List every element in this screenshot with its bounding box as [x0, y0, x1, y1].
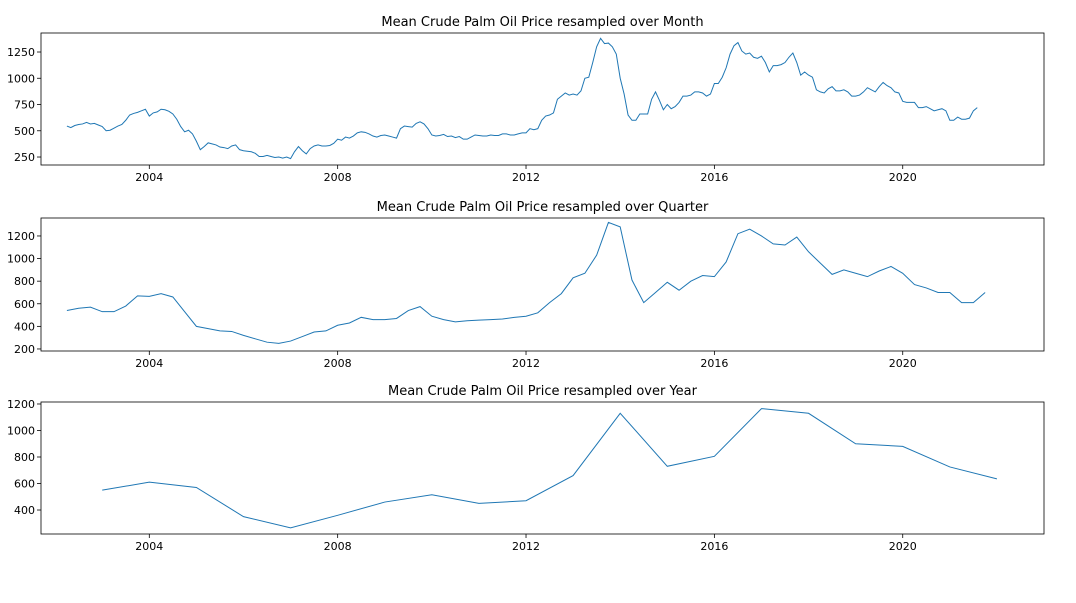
y-tick-label: 1000	[7, 253, 35, 266]
y-tick-label: 500	[14, 125, 35, 138]
axes-frame	[40, 32, 1045, 166]
y-tick-label: 200	[14, 343, 35, 356]
y-tick-label: 1000	[7, 424, 35, 437]
x-tick-label: 2008	[324, 357, 352, 370]
x-tick-label: 2016	[700, 171, 728, 184]
y-tick-label: 600	[14, 478, 35, 491]
y-tick-label: 400	[14, 320, 35, 333]
y-tick-label: 400	[14, 504, 35, 517]
x-tick-label: 2020	[889, 540, 917, 553]
subplot: Mean Crude Palm Oil Price resampled over…	[7, 200, 1045, 370]
y-tick-label: 800	[14, 451, 35, 464]
x-tick-label: 2020	[889, 357, 917, 370]
chart-title: Mean Crude Palm Oil Price resampled over…	[381, 15, 703, 30]
x-tick-label: 2008	[324, 540, 352, 553]
y-tick-label: 1000	[7, 72, 35, 85]
x-tick-label: 2008	[324, 171, 352, 184]
chart-title: Mean Crude Palm Oil Price resampled over…	[377, 200, 709, 215]
data-line	[66, 37, 978, 160]
y-tick-label: 1200	[7, 230, 35, 243]
y-tick-label: 1200	[7, 398, 35, 411]
y-tick-label: 250	[14, 151, 35, 164]
x-tick-label: 2020	[889, 171, 917, 184]
subplot: Mean Crude Palm Oil Price resampled over…	[7, 384, 1045, 553]
x-tick-label: 2012	[512, 540, 540, 553]
y-tick-label: 1250	[7, 46, 35, 59]
axes-frame	[40, 401, 1045, 535]
data-line	[66, 221, 986, 344]
x-tick-label: 2016	[700, 357, 728, 370]
y-tick-label: 750	[14, 99, 35, 112]
y-tick-label: 600	[14, 298, 35, 311]
data-line	[102, 408, 998, 529]
x-tick-label: 2012	[512, 171, 540, 184]
x-tick-label: 2016	[700, 540, 728, 553]
y-tick-label: 800	[14, 275, 35, 288]
x-tick-label: 2004	[135, 540, 163, 553]
x-tick-label: 2004	[135, 357, 163, 370]
chart-title: Mean Crude Palm Oil Price resampled over…	[388, 384, 698, 399]
x-tick-label: 2004	[135, 171, 163, 184]
x-tick-label: 2012	[512, 357, 540, 370]
axes-frame	[40, 217, 1045, 352]
subplot: Mean Crude Palm Oil Price resampled over…	[7, 15, 1045, 184]
